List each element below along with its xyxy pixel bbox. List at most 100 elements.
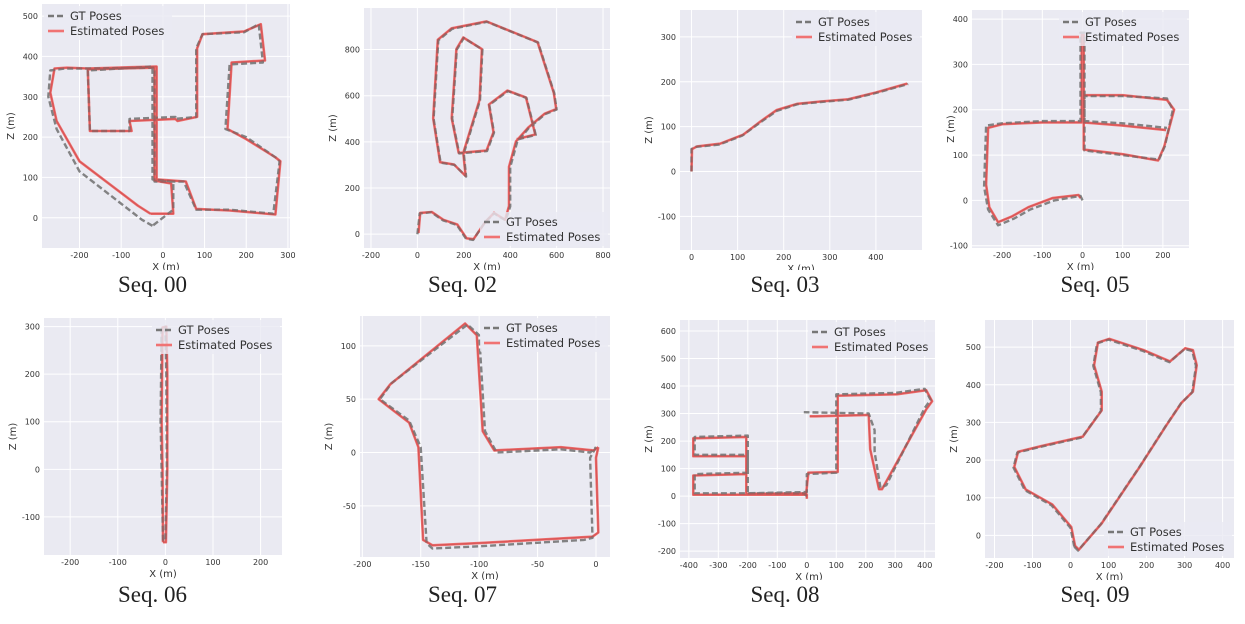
sequence-caption: Seq. 05 (1060, 272, 1130, 297)
y-tick-label: 0 (963, 196, 968, 205)
chart-panel-5: -200 -150 -100 -50 0 -50 0 50 100 X (m) Z (m) GT Po… (310, 310, 615, 624)
legend-box (480, 318, 608, 352)
x-axis-label: X (m) (1067, 262, 1095, 270)
gt-poses-line (378, 323, 598, 550)
plot-area (42, 4, 290, 248)
x-tick-label: 100 (829, 561, 844, 570)
y-axis-label: Z (m) (644, 425, 655, 453)
sequence-caption: Seq. 02 (428, 272, 497, 297)
x-tick-label: 0 (160, 251, 165, 260)
x-tick-label: 100 (1101, 561, 1116, 570)
x-tick-label: 300 (280, 251, 295, 260)
legend-est-label: Estimated Poses (834, 340, 928, 354)
x-tick-label: 200 (253, 558, 268, 567)
x-tick-label: 0 (1080, 251, 1085, 260)
sequence-caption: Seq. 06 (118, 582, 187, 607)
y-tick-label: 200 (25, 370, 40, 379)
x-tick-label: 0 (163, 558, 168, 567)
estimated-poses-overlay (378, 322, 599, 546)
chart-panel-6: -400 -300 -200 -100 0 100 200 300 400 -200 -100 0 10… (635, 310, 935, 624)
x-tick-label: -150 (412, 560, 430, 569)
x-tick-label: 0 (1068, 561, 1073, 570)
legend-box (152, 320, 280, 354)
x-tick-label: 200 (1139, 561, 1154, 570)
x-tick-label: -300 (709, 561, 727, 570)
legend-gt-label: GT Poses (818, 15, 870, 29)
x-tick-label: -200 (985, 561, 1003, 570)
y-axis-label: Z (m) (949, 425, 960, 453)
y-tick-label: 500 (23, 12, 38, 21)
y-tick-label: 0 (33, 214, 38, 223)
chart-panel-4: -200 -100 0 100 200 -100 0 100 200 300 X (m) Z (m) G… (0, 310, 305, 624)
chart-panel-0: -200 -100 0 100 200 300 0 100 200 300 400 500 X (m) Z… (0, 0, 305, 310)
x-tick-label: -200 (70, 251, 88, 260)
legend-est-label: Estimated Poses (1130, 540, 1224, 554)
x-tick-label: 0 (593, 560, 598, 569)
x-tick-label: 100 (1115, 251, 1130, 260)
y-tick-label: 400 (966, 381, 981, 390)
legend-gt-label: GT Poses (834, 325, 886, 339)
y-tick-label: -100 (658, 520, 676, 529)
y-tick-label: 400 (953, 15, 968, 24)
x-tick-label: 200 (1155, 251, 1170, 260)
x-axis-label: X (m) (473, 262, 501, 270)
x-tick-label: 600 (549, 251, 564, 260)
estimated-poses-overlay (417, 20, 557, 240)
y-tick-label: 0 (35, 465, 40, 474)
gt-poses-line (47, 23, 281, 227)
x-tick-label: 100 (730, 253, 745, 262)
sequence-caption: Seq. 00 (118, 272, 187, 297)
y-tick-label: 100 (23, 173, 38, 182)
legend-box (808, 322, 935, 356)
y-tick-label: 0 (671, 492, 676, 501)
sequence-caption: Seq. 09 (1060, 582, 1130, 607)
x-tick-label: 300 (822, 253, 837, 262)
y-tick-label: 50 (346, 395, 356, 404)
x-tick-label: 100 (197, 251, 212, 260)
x-tick-label: 0 (415, 251, 420, 260)
x-tick-label: -200 (353, 560, 371, 569)
chart-svg-5: -200 -150 -100 -50 0 -50 0 50 100 X (m) Z (m) GT Po… (324, 316, 610, 580)
y-tick-label: 100 (25, 418, 40, 427)
chart-panel-3: -200 -100 0 100 200 -100 0 100 200 300 400 X (m) Z (… (945, 0, 1245, 310)
plot-area (985, 320, 1234, 558)
sequence-caption: Seq. 07 (428, 582, 497, 607)
x-tick-label: 0 (689, 253, 694, 262)
y-tick-label: 800 (345, 46, 360, 55)
legend-gt-label: GT Poses (1130, 525, 1182, 539)
x-tick-label: 800 (595, 251, 610, 260)
x-axis-label: X (m) (1096, 572, 1124, 580)
y-tick-label: 600 (661, 327, 676, 336)
x-axis-label: X (m) (152, 262, 180, 270)
y-tick-label: 0 (976, 531, 981, 540)
x-tick-label: -100 (1033, 251, 1051, 260)
legend-box (1104, 522, 1232, 556)
x-tick-label: -100 (112, 251, 130, 260)
y-tick-label: 100 (661, 465, 676, 474)
legend-est-label: Estimated Poses (506, 230, 600, 244)
legend-gt-label: GT Poses (506, 215, 558, 229)
x-tick-label: 400 (1215, 561, 1230, 570)
x-tick-label: 400 (503, 251, 518, 260)
y-tick-label: 200 (661, 78, 676, 87)
y-tick-label: 500 (661, 355, 676, 364)
y-tick-label: 0 (351, 448, 356, 457)
legend-box (792, 12, 920, 46)
y-tick-label: -100 (22, 513, 40, 522)
x-tick-label: -100 (1023, 561, 1041, 570)
x-tick-label: 100 (205, 558, 220, 567)
gt-poses-line (693, 387, 932, 497)
x-axis-label: X (m) (787, 264, 815, 270)
x-axis-label: X (m) (149, 569, 177, 580)
y-axis-label: Z (m) (946, 115, 957, 143)
plot-area (364, 8, 610, 248)
estimated-poses-overlay (690, 82, 908, 172)
legend-est-label: Estimated Poses (818, 30, 912, 44)
x-tick-label: 0 (804, 561, 809, 570)
y-tick-label: 400 (23, 52, 38, 61)
y-tick-label: 200 (345, 184, 360, 193)
x-tick-label: -200 (61, 558, 79, 567)
